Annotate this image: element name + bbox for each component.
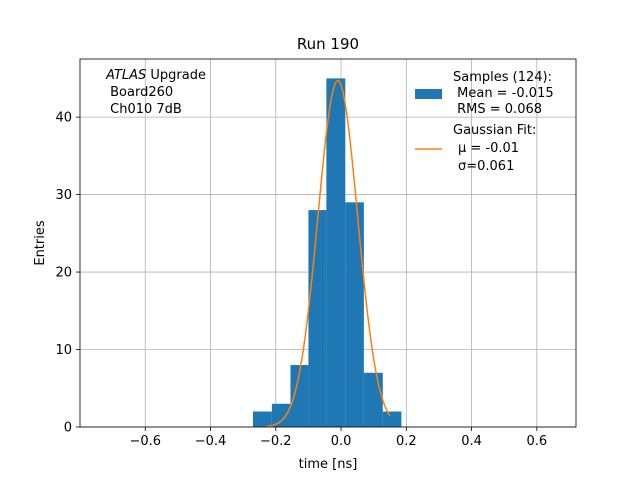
annotation-board: Board260 bbox=[106, 85, 173, 100]
x-axis-ticks: −0.6 −0.4 −0.2 0.0 0.2 0.4 0.6 bbox=[129, 427, 547, 449]
legend-histogram-mean: Mean = -0.015 bbox=[453, 86, 554, 101]
y-axis-label: Entries bbox=[33, 220, 48, 266]
annotation-experiment: ATLAS Upgrade bbox=[105, 68, 206, 83]
x-tick-label: 0.6 bbox=[526, 434, 547, 449]
legend-fit-mu: μ = -0.01 bbox=[458, 141, 519, 156]
legend-histogram-name: Samples (124): bbox=[453, 70, 552, 85]
y-tick-label: 30 bbox=[55, 188, 72, 203]
y-tick-label: 10 bbox=[55, 343, 72, 358]
y-axis-ticks: 0 10 20 30 40 bbox=[55, 111, 80, 436]
histogram-bar bbox=[271, 403, 291, 427]
legend-fit-name: Gaussian Fit: bbox=[453, 123, 536, 138]
annotation-experiment-suffix: Upgrade bbox=[146, 68, 206, 83]
y-tick-label: 40 bbox=[55, 111, 72, 126]
histogram-bar bbox=[382, 411, 402, 427]
legend: Samples (124): Mean = -0.015 RMS = 0.068… bbox=[415, 70, 554, 174]
legend-histogram-rms: RMS = 0.068 bbox=[453, 102, 542, 117]
annotation-channel: Ch010 7dB bbox=[106, 102, 182, 117]
histogram-bar bbox=[363, 372, 383, 427]
x-tick-label: 0.4 bbox=[461, 434, 482, 449]
y-tick-label: 0 bbox=[64, 421, 72, 436]
histogram-bar bbox=[345, 202, 364, 427]
x-tick-label: 0.2 bbox=[396, 434, 417, 449]
plot-frame bbox=[79, 58, 577, 428]
histogram-bar bbox=[308, 210, 327, 427]
x-tick-label: −0.4 bbox=[195, 434, 227, 449]
annotation-box: ATLAS Upgrade Board260 Ch010 7dB bbox=[105, 68, 206, 117]
histogram-bar bbox=[252, 411, 272, 427]
x-axis-label: time [ns] bbox=[299, 457, 358, 472]
histogram-bar bbox=[290, 365, 309, 427]
gaussian-fit-line bbox=[265, 79, 391, 428]
histogram-bar bbox=[326, 78, 346, 428]
x-tick-label: −0.6 bbox=[129, 434, 161, 449]
x-tick-label: −0.2 bbox=[260, 434, 292, 449]
y-tick-label: 20 bbox=[55, 266, 72, 281]
chart-title: Run 190 bbox=[297, 35, 359, 53]
annotation-experiment-name: ATLAS bbox=[105, 68, 146, 83]
legend-fit-sigma: σ=0.061 bbox=[458, 159, 514, 174]
legend-histogram-patch bbox=[415, 89, 442, 99]
x-tick-label: 0.0 bbox=[331, 434, 352, 449]
histogram-bars bbox=[252, 78, 402, 428]
